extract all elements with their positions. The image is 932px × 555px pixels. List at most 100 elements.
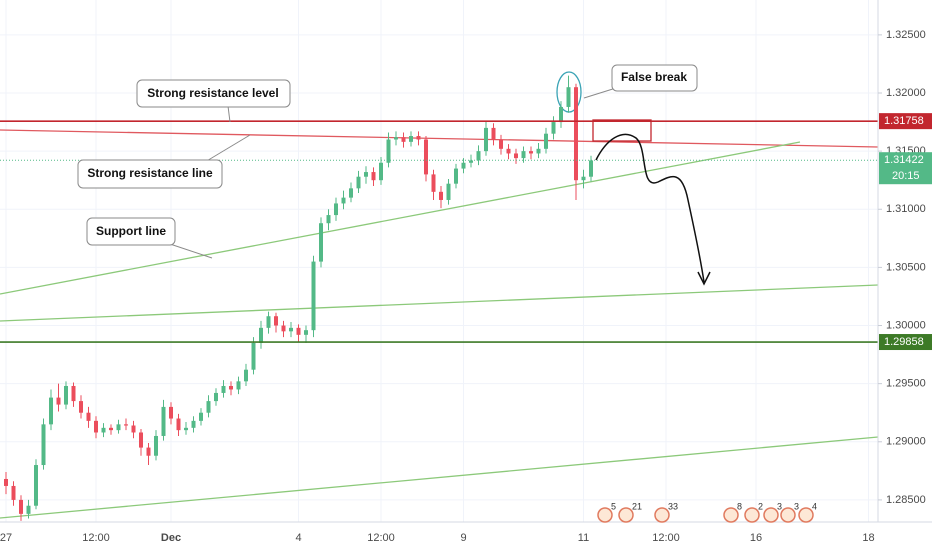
candle-body — [544, 133, 548, 149]
candle-body — [244, 369, 248, 382]
drawings — [0, 71, 879, 519]
x-tick-label: Dec — [161, 532, 181, 544]
candle-body — [379, 162, 383, 181]
annotations: Strong resistance level Strong resistanc… — [77, 64, 698, 259]
candle-body — [11, 485, 16, 500]
annotation: Strong resistance line — [87, 166, 213, 180]
callout-pointer — [227, 105, 231, 123]
candle-body — [319, 223, 323, 262]
event-icon — [597, 507, 613, 523]
candle-body — [131, 425, 136, 433]
candle-body — [326, 215, 331, 224]
candle-body — [236, 381, 241, 390]
candle-body — [574, 87, 578, 181]
candle-body — [79, 401, 83, 413]
y-tick-label: 1.28500 — [886, 494, 926, 506]
candle-body — [409, 136, 413, 142]
candle-body — [439, 191, 443, 200]
x-tick-label: 11 — [578, 532, 589, 544]
candle-body — [416, 136, 421, 140]
candle-body — [311, 261, 316, 331]
y-tick-label: 1.30000 — [886, 319, 926, 331]
candle-body — [281, 325, 286, 332]
y-tick-label: 1.30500 — [886, 261, 926, 273]
candle-body — [94, 420, 98, 433]
axis-labels: 1.28500 1.29000 1.29500 1.30000 1.30500 1.310… — [0, 29, 932, 544]
candle-body — [469, 160, 473, 163]
candle-body — [206, 401, 211, 413]
candle-body — [49, 397, 53, 425]
event-icon — [654, 507, 670, 523]
level-label: 1.29858 — [884, 336, 924, 348]
candle-body — [371, 172, 376, 181]
candle-body — [71, 385, 76, 402]
candle-body — [296, 327, 301, 335]
candle-body — [154, 435, 158, 456]
last-price-box — [879, 152, 932, 185]
candle-body — [221, 385, 226, 393]
candle-body — [116, 424, 121, 431]
x-tick-label: 9 — [460, 532, 466, 544]
candle-body — [356, 176, 361, 189]
event-icon — [618, 507, 634, 523]
zone-box — [592, 119, 652, 142]
candle-body — [41, 424, 46, 466]
candle-body — [484, 127, 488, 152]
x-tick-label: 27 — [0, 532, 12, 544]
y-tick-label: 1.32000 — [886, 87, 926, 99]
candles — [4, 75, 593, 521]
candle-body — [514, 153, 518, 159]
countdown-label: 20:15 — [892, 170, 920, 182]
resistance-trend-line — [0, 129, 879, 148]
annotation: Strong resistance level — [147, 86, 278, 100]
candle-body — [176, 418, 181, 431]
x-tick-label: 12:00 — [367, 532, 395, 544]
candle-body — [401, 137, 406, 142]
event-count: 3 — [794, 501, 799, 511]
event-count: 8 — [737, 501, 742, 511]
x-tick-label: 12:00 — [652, 532, 680, 544]
candle-body — [146, 447, 151, 456]
event-icon — [763, 507, 779, 523]
forecast-arrow — [595, 133, 705, 283]
arrow-head — [697, 271, 711, 286]
callout-pointer — [583, 87, 617, 99]
candle-body — [529, 151, 533, 154]
candle-body — [341, 197, 346, 204]
candle-body — [386, 139, 391, 163]
candle-body — [559, 106, 563, 123]
annotation: False break — [621, 70, 687, 84]
candle-body — [161, 406, 166, 436]
candle-body — [26, 505, 31, 514]
candle-body — [19, 499, 23, 514]
event-count: 21 — [632, 501, 642, 511]
channel-line — [0, 284, 879, 322]
last-price-label: 1.31422 — [884, 154, 924, 166]
x-tick-label: 12:00 — [82, 532, 110, 544]
candle-body — [124, 424, 128, 426]
candle-body — [476, 151, 481, 161]
candle-body — [566, 87, 571, 107]
candle-body — [491, 127, 496, 140]
level-label: 1.31758 — [884, 115, 924, 127]
x-tick-label: 4 — [295, 532, 301, 544]
event-icon — [744, 507, 760, 523]
candle-body — [199, 412, 203, 421]
candle-body — [349, 188, 353, 198]
candle-body — [34, 465, 38, 506]
event-count: 4 — [812, 501, 817, 511]
support-trend-line — [0, 141, 801, 295]
candle-body — [536, 148, 541, 154]
annotation: Support line — [96, 224, 166, 238]
x-tick-label: 16 — [750, 532, 762, 544]
channel-line — [0, 436, 879, 519]
candle-body — [191, 420, 196, 428]
y-tick-label: 1.31000 — [886, 203, 926, 215]
candle-body — [56, 397, 61, 405]
event-icon — [780, 507, 796, 523]
candle-body — [109, 427, 113, 431]
candle-body — [101, 427, 106, 433]
candle-body — [304, 330, 308, 335]
